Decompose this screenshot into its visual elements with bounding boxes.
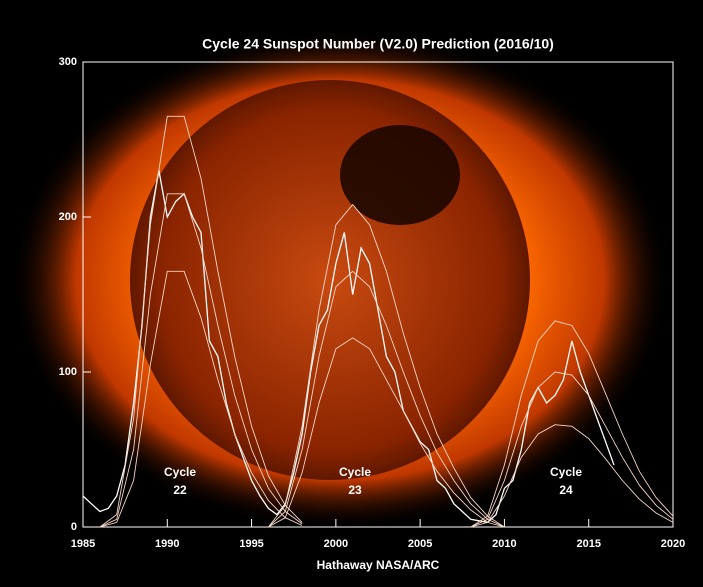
x-tick-label: 2010 [492, 538, 516, 550]
fit-line [470, 424, 674, 528]
x-tick-label: 2020 [661, 538, 685, 550]
y-tick-label: 0 [71, 521, 77, 533]
chart-title: Cycle 24 Sunspot Number (V2.0) Predictio… [202, 36, 554, 52]
cycle-annotation: 24 [559, 483, 573, 497]
sun-disk [130, 80, 530, 480]
x-tick-label: 2005 [408, 538, 432, 550]
x-tick-label: 2015 [576, 538, 600, 550]
x-axis-label: Hathaway NASA/ARC [317, 558, 440, 572]
fit-line [268, 203, 505, 528]
fit-line [99, 193, 303, 528]
y-tick-label: 100 [59, 366, 77, 378]
x-tick-label: 2000 [324, 538, 348, 550]
cycle-annotation: Cycle [339, 465, 371, 479]
fit-line [470, 371, 674, 528]
cycle-annotation: Cycle [550, 465, 582, 479]
plot-frame [82, 61, 674, 528]
y-tick-label: 300 [59, 56, 77, 68]
fit-line [268, 337, 505, 528]
x-tick-label: 1995 [239, 538, 263, 550]
y-tick-label: 200 [59, 211, 77, 223]
fit-line [268, 270, 505, 528]
fit-line [99, 115, 303, 528]
coronal-hole [340, 125, 460, 225]
x-tick-label: 1985 [71, 538, 95, 550]
x-tick-label: 1990 [155, 538, 179, 550]
observed-line [82, 170, 615, 524]
fit-line [99, 270, 303, 528]
fit-line [470, 320, 674, 528]
cycle-annotation: Cycle [164, 465, 196, 479]
cycle-annotation: 23 [348, 483, 362, 497]
cycle-annotation: 22 [173, 483, 187, 497]
